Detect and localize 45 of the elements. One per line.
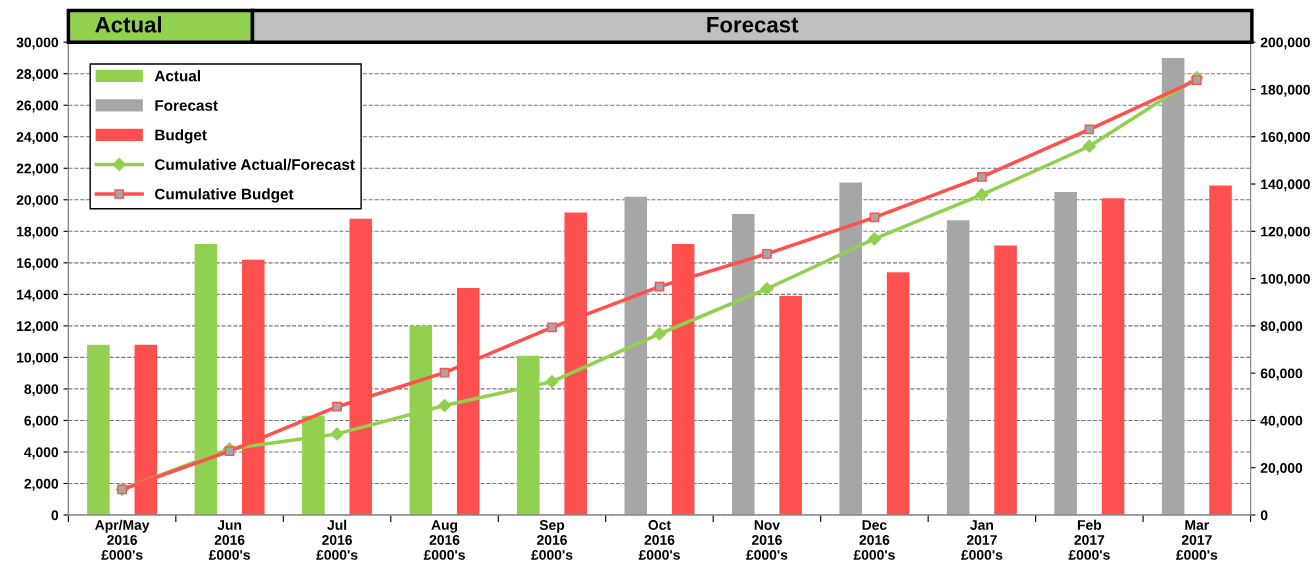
x-tick-label: Nov 2016 £000's (746, 520, 788, 560)
y-tick-label: 2,000 (24, 478, 59, 491)
text: Forecast (707, 17, 799, 33)
y2-tick-label: 180,000 (1261, 84, 1310, 97)
legend-label: Forecast (155, 100, 218, 111)
legend-label: Cumulative Actual/Forecast (155, 158, 355, 171)
y-tick-label: 4,000 (24, 447, 59, 460)
y-tick-label: 10,000 (17, 352, 59, 365)
x-tick-label: Aug 2016 £000's (423, 520, 465, 560)
x-tick-label: Dec 2016 £000's (853, 520, 895, 560)
legend-label: Actual (154, 70, 200, 82)
y2-tick-label: 140,000 (1261, 179, 1310, 192)
y-tick-label: 16,000 (17, 258, 59, 271)
y2-tick-label: 0 (1260, 510, 1268, 521)
y2-tick-label: 20,000 (1260, 463, 1303, 475)
y2-tick-label: 60,000 (1260, 368, 1303, 381)
x-tick-label: Jun 2016 £000's (208, 520, 250, 560)
y2-tick-label: 100,000 (1261, 273, 1310, 286)
x-tick-label: Oct 2016 £000's (638, 520, 680, 560)
x-tick-label: Jan 2017 £000's (961, 520, 1003, 560)
y-tick-label: 20,000 (16, 195, 59, 207)
y-tick-label: 6,000 (24, 415, 59, 428)
y2-tick-label: 80,000 (1260, 321, 1303, 334)
legend-label: Budget (155, 129, 207, 144)
y-tick-label: 0 (51, 510, 59, 521)
y-tick-label: 8,000 (24, 384, 59, 397)
text: Actual (95, 16, 162, 33)
y-tick-label: 14,000 (17, 289, 59, 302)
y-tick-label: 26,000 (16, 100, 59, 113)
x-tick-label: Apr/May 2016 £000's (95, 519, 150, 560)
x-tick-label: Mar 2017 £000's (1176, 520, 1218, 560)
y-tick-label: 22,000 (16, 163, 59, 176)
x-tick-label: Sep 2016 £000's (531, 520, 573, 560)
y2-tick-label: 120,000 (1261, 226, 1310, 239)
y-tick-label: 30,000 (16, 37, 59, 50)
y2-tick-label: 200,000 (1260, 37, 1310, 50)
x-tick-label: Jul 2016 £000's (316, 519, 358, 560)
legend-label: Cumulative Budget (155, 188, 294, 203)
x-tick-label: Feb 2017 £000's (1068, 519, 1110, 560)
y-tick-label: 12,000 (17, 321, 59, 334)
y-tick-label: 24,000 (16, 132, 59, 144)
y2-tick-label: 40,000 (1260, 415, 1303, 428)
y2-tick-label: 160,000 (1261, 132, 1310, 144)
y-tick-label: 28,000 (16, 69, 59, 81)
y-tick-label: 18,000 (17, 226, 59, 239)
